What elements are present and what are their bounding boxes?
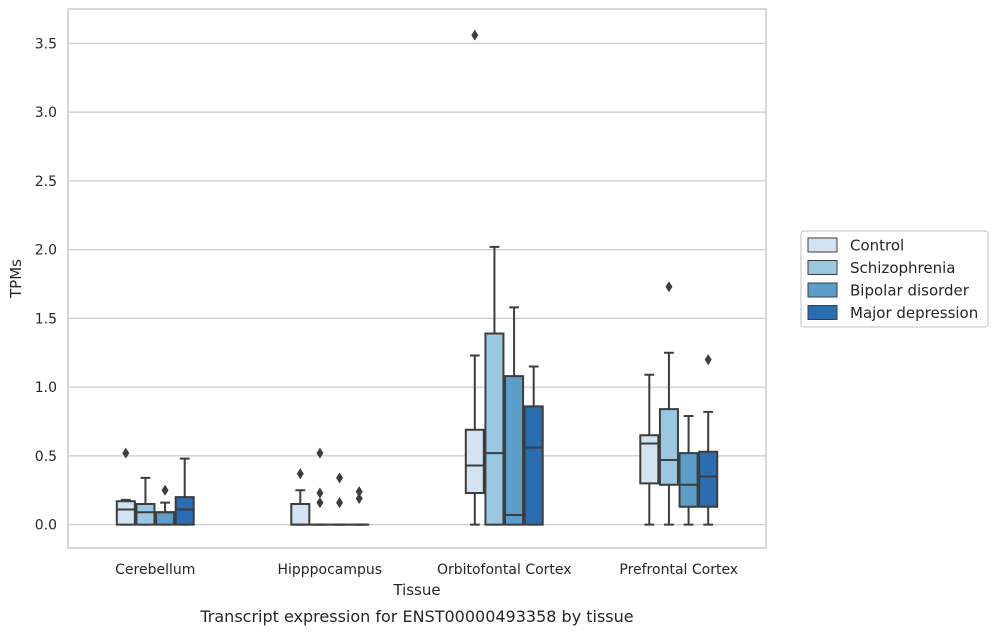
box-iqr	[155, 511, 176, 526]
x-tick-label: Prefrontal Cortex	[619, 562, 738, 578]
outlier-point	[122, 447, 130, 459]
legend-label: Major depression	[850, 304, 978, 322]
chart-caption: Transcript expression for ENST0000049335…	[199, 607, 633, 626]
gridlines	[68, 42, 766, 526]
box-iqr	[658, 408, 679, 486]
legend-label: Bipolar disorder	[850, 282, 970, 300]
box-bipolar-disorder	[329, 472, 350, 526]
legend-swatch	[807, 282, 838, 298]
x-tick-label: Orbitofontal Cortex	[437, 562, 572, 578]
outlier-point	[316, 487, 324, 499]
box-control	[639, 373, 660, 526]
outlier-point	[316, 497, 324, 509]
legend: Control Schizophrenia Bipolar disorder Majo…	[800, 230, 989, 328]
y-tick-label: 1.5	[35, 311, 57, 327]
y-tick-label: 2.5	[35, 174, 57, 190]
box-iqr	[115, 500, 136, 526]
box-bipolar-disorder	[504, 306, 525, 526]
box-control	[115, 447, 136, 526]
legend-swatch	[807, 237, 838, 253]
plot-frame	[67, 8, 767, 549]
box-control	[290, 468, 311, 526]
box-iqr	[523, 405, 544, 526]
box-schizophrenia	[484, 245, 505, 526]
y-tick-label: 2.0	[35, 243, 57, 259]
legend-swatch	[807, 260, 838, 275]
box-major-depression	[174, 457, 195, 526]
box-iqr	[678, 452, 699, 508]
outlier-point	[336, 472, 344, 484]
y-tick-labels: 0.0 0.5 1.0 1.5 2.0 2.5 3.0 3.5	[35, 36, 57, 533]
outlier-point	[296, 468, 304, 480]
box-major-depression	[698, 354, 719, 526]
legend-frame	[800, 230, 989, 328]
box-iqr	[135, 503, 156, 526]
y-tick-label: 3.0	[35, 105, 57, 121]
legend-swatch	[807, 305, 838, 320]
outlier-point	[355, 493, 363, 504]
box-iqr	[290, 503, 311, 526]
legend-label: Control	[850, 237, 904, 255]
y-tick-label: 3.5	[35, 36, 57, 52]
box-schizophrenia	[309, 447, 330, 526]
box-iqr	[464, 428, 485, 494]
y-tick-label: 0.5	[35, 449, 57, 465]
outlier-point	[316, 447, 324, 459]
x-tick-labels: Cerebellum Hipppocampus Orbitofontal Corte…	[115, 562, 738, 578]
box-schizophrenia	[658, 281, 679, 526]
outlier-point	[665, 281, 673, 293]
x-tick-label: Cerebellum	[115, 562, 195, 578]
outlier-point	[161, 484, 169, 496]
box-iqr	[504, 375, 525, 526]
legend-label: Schizophrenia	[850, 259, 955, 277]
x-axis-label: Tissue	[392, 581, 440, 599]
box-bipolar-disorder	[155, 484, 176, 526]
box-iqr	[639, 434, 660, 485]
y-axis-label: TPMs	[7, 259, 25, 299]
outlier-point	[704, 354, 712, 366]
box-bipolar-disorder	[678, 415, 699, 526]
y-tick-label: 0.0	[35, 518, 57, 534]
box-major-depression	[523, 365, 544, 526]
outlier-point	[471, 29, 479, 41]
box-major-depression	[349, 486, 370, 526]
y-tick-label: 1.0	[35, 380, 57, 396]
box-iqr	[484, 332, 505, 526]
box-iqr	[174, 496, 195, 526]
x-tick-label: Hipppocampus	[277, 562, 382, 578]
box-iqr	[698, 450, 719, 508]
box-plots	[115, 29, 719, 526]
box-control	[464, 29, 485, 526]
outlier-point	[336, 497, 344, 509]
box-schizophrenia	[135, 476, 156, 526]
outlier-point	[355, 486, 363, 498]
